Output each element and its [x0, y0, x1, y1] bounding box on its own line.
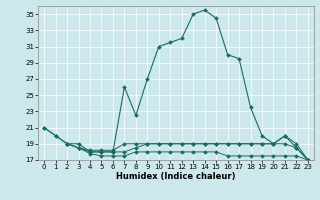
X-axis label: Humidex (Indice chaleur): Humidex (Indice chaleur) [116, 172, 236, 181]
